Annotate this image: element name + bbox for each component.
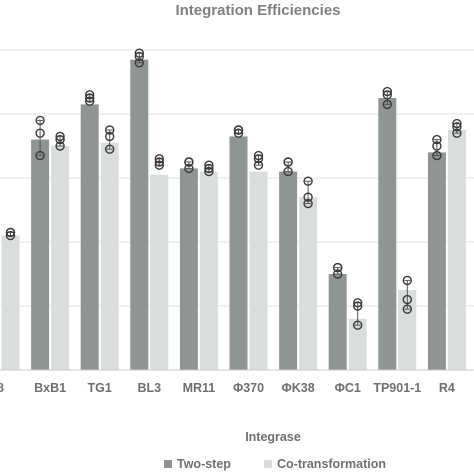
bar-co-transformation [348, 318, 367, 370]
x-tick-labels: 8 BxB1 TG1 BL3 MR11 Φ370 ΦK38 ΦC1 TP901-1 R4 [0, 381, 455, 395]
x-tick-label: 8 [0, 381, 4, 395]
data-point [283, 157, 293, 167]
data-point [452, 128, 462, 138]
x-tick-label: BL3 [137, 381, 161, 395]
x-tick-label: Φ370 [233, 381, 264, 395]
x-tick-label: BxB1 [34, 381, 66, 395]
bar-two-step [31, 139, 50, 370]
bar-two-step [279, 171, 298, 370]
bar-two-step [427, 152, 446, 370]
data-point [382, 90, 392, 100]
data-point [84, 93, 95, 103]
data-point [134, 58, 145, 68]
data-point [154, 157, 165, 167]
data-point [283, 166, 293, 177]
bar-two-step [80, 104, 99, 371]
data-point [35, 150, 45, 161]
bar-two-step [130, 59, 149, 370]
data-point [402, 275, 412, 286]
x-tick-label: TP901-1 [373, 381, 421, 395]
data-point [55, 141, 65, 151]
data-point [134, 51, 145, 62]
data-point [154, 160, 165, 170]
data-point [104, 131, 115, 142]
data-point [204, 166, 214, 177]
data-point [204, 163, 214, 174]
data-point [84, 90, 95, 100]
bar-co-transformation [1, 235, 20, 370]
x-tick-label: TG1 [88, 381, 112, 395]
data-point [303, 192, 313, 202]
data-point [303, 198, 313, 209]
data-point [134, 48, 145, 58]
bar-co-transformation [100, 142, 119, 370]
data-point [353, 301, 363, 311]
data-point [233, 128, 244, 138]
data-point [184, 157, 194, 167]
bar-co-transformation [199, 171, 218, 370]
data-point [184, 163, 194, 174]
data-point [452, 122, 462, 132]
bar-two-step [229, 136, 248, 370]
data-point [402, 294, 412, 305]
bar-co-transformation [249, 171, 268, 370]
bar-co-transformation [150, 174, 169, 370]
bar-two-step [378, 98, 397, 370]
data-points [5, 48, 462, 330]
x-tick-label: R4 [439, 381, 455, 395]
data-point [353, 298, 363, 308]
data-point [55, 134, 65, 145]
data-point [253, 154, 264, 164]
bars [1, 59, 466, 371]
x-tick-label: ΦK38 [281, 381, 314, 395]
x-axis-title: Integrase [245, 430, 301, 444]
legend-label-co-transformation: Co-transformation [277, 457, 386, 471]
chart-title: Integration Efficiencies [175, 2, 340, 19]
data-point [452, 118, 462, 129]
bar-two-step [328, 274, 347, 370]
data-point [333, 269, 343, 279]
data-point [253, 150, 264, 161]
data-point [204, 160, 214, 170]
bar-co-transformation [51, 146, 70, 370]
data-point [84, 96, 95, 106]
data-point [432, 134, 442, 145]
data-point [154, 154, 165, 164]
data-point [104, 144, 115, 154]
legend: Two-step Co-transformation [164, 457, 386, 471]
data-point [353, 320, 363, 330]
bar-co-transformation [299, 197, 318, 370]
data-point [104, 125, 115, 135]
bar-co-transformation [447, 130, 466, 370]
data-point [333, 262, 343, 273]
data-point [35, 128, 45, 138]
data-point [402, 304, 412, 314]
data-point [382, 86, 392, 97]
data-point [5, 227, 16, 238]
legend-swatch-co-transformation [264, 460, 272, 468]
data-point [55, 131, 65, 142]
bar-two-step [179, 168, 198, 370]
legend-swatch-two-step [164, 460, 172, 468]
data-point [253, 160, 264, 170]
data-point [382, 99, 392, 110]
data-point [432, 141, 442, 151]
data-point [432, 150, 442, 161]
data-point [233, 125, 244, 135]
x-tick-label: ΦC1 [335, 381, 361, 395]
data-point [303, 176, 313, 186]
data-point [35, 115, 45, 126]
legend-label-two-step: Two-step [177, 457, 231, 471]
x-tick-label: MR11 [183, 381, 216, 395]
data-point [5, 230, 16, 241]
